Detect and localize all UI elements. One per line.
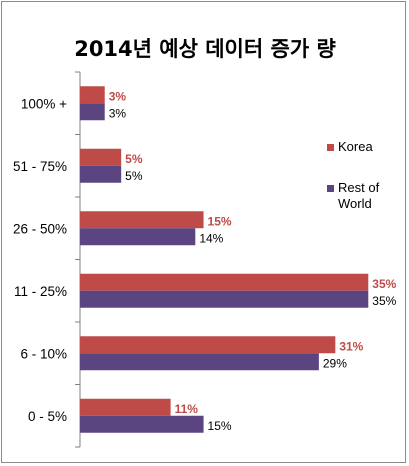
legend-label-rest-of-world: Rest of World xyxy=(338,180,380,211)
bar-korea xyxy=(80,148,122,166)
category-label: 26 - 50% xyxy=(13,221,67,236)
data-label: 3% xyxy=(109,89,127,103)
bar-korea xyxy=(80,336,336,354)
data-label: 29% xyxy=(323,356,347,370)
data-label: 31% xyxy=(339,339,363,353)
data-label: 14% xyxy=(199,231,223,245)
data-label: 3% xyxy=(109,106,127,120)
bar-korea xyxy=(80,86,105,104)
legend-swatch-korea xyxy=(327,144,334,151)
bar-rest-of-world xyxy=(80,103,105,121)
data-label: 11% xyxy=(175,402,199,416)
category-label: 51 - 75% xyxy=(13,159,67,174)
bar-korea xyxy=(80,398,171,416)
category-label: 11 - 25% xyxy=(14,284,67,299)
legend-swatch-rest-of-world xyxy=(327,185,334,192)
legend: Korea Rest of World xyxy=(327,139,380,211)
data-label: 35% xyxy=(372,294,396,308)
chart-title: 2014년 예상 데이터 증가 량 xyxy=(74,37,336,61)
category-label: 6 - 10% xyxy=(20,346,67,361)
bar-rest-of-world xyxy=(80,228,196,246)
data-labels: 3% 3% 5% 5% 15% 14% 35% 35% 31% 29% 11% 15% xyxy=(109,89,397,433)
data-label: 15% xyxy=(208,419,232,433)
bars xyxy=(80,86,369,433)
bar-rest-of-world xyxy=(80,290,369,308)
data-label: 15% xyxy=(208,214,232,228)
data-label: 35% xyxy=(372,277,396,291)
data-label: 5% xyxy=(125,152,143,166)
data-label: 5% xyxy=(125,169,143,183)
legend-label-korea: Korea xyxy=(338,139,373,154)
axis-ticks xyxy=(75,71,80,448)
category-label: 100% + xyxy=(21,96,67,111)
bar-rest-of-world xyxy=(80,353,319,371)
bar-rest-of-world xyxy=(80,165,122,183)
category-label: 0 - 5% xyxy=(28,409,67,424)
category-labels: 100% + 51 - 75% 26 - 50% 11 - 25% 6 - 10% 0 -… xyxy=(13,96,67,424)
bar-korea xyxy=(80,211,204,229)
bar-korea xyxy=(80,273,369,291)
bar-rest-of-world xyxy=(80,415,204,433)
